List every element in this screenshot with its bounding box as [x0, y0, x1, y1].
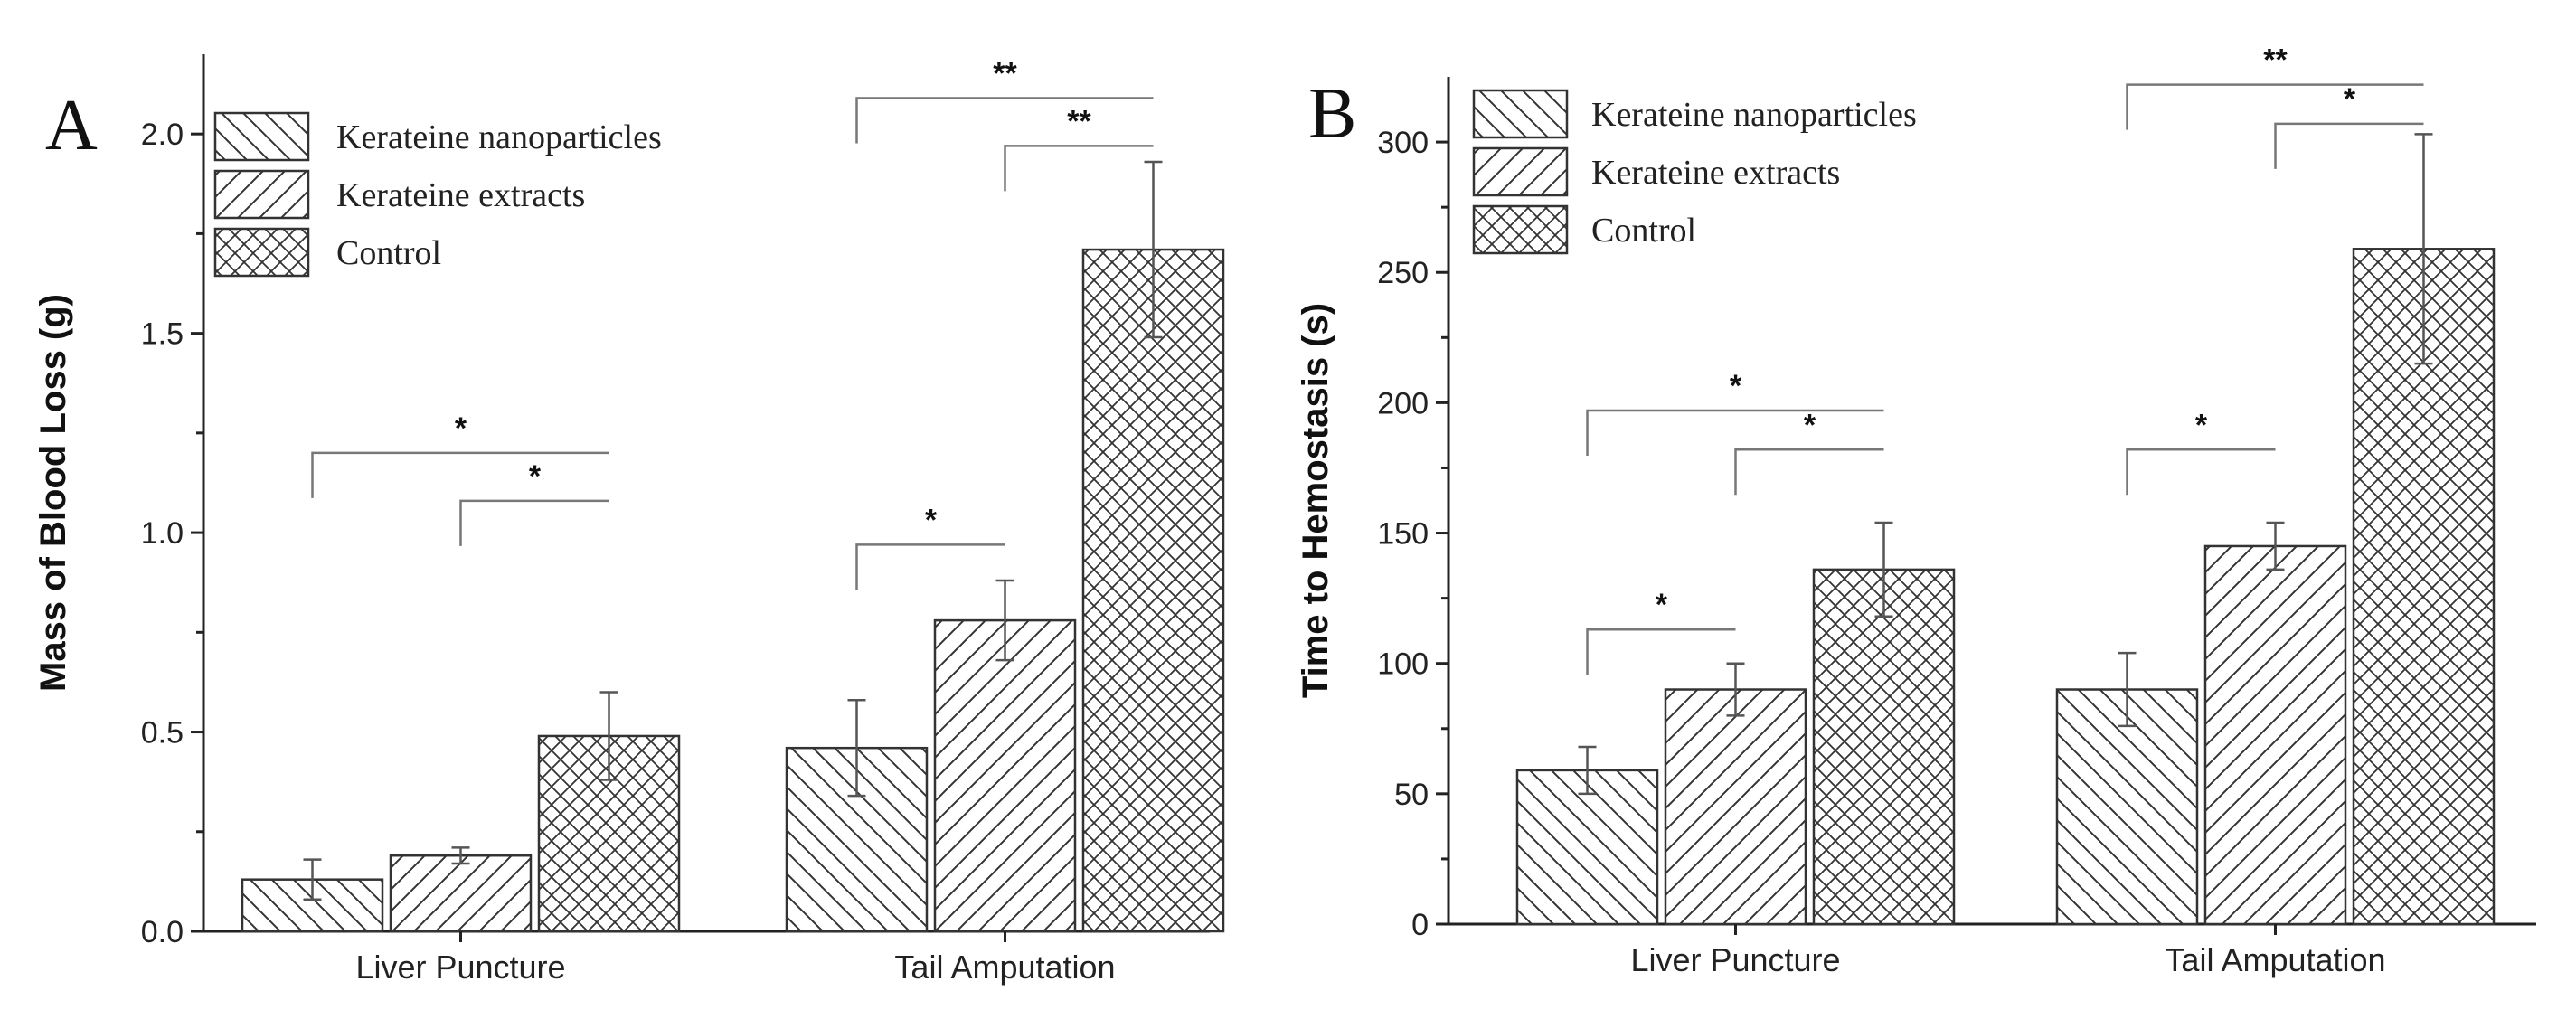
significance-label: ** [1067, 104, 1091, 138]
significance-bracket [855, 97, 1154, 144]
y-tick-label: 50 [1394, 778, 1429, 812]
significance-label: ** [993, 57, 1017, 91]
y-tick-label: 150 [1377, 517, 1429, 552]
bar [2055, 688, 2199, 926]
y-tick-label: 1.5 [141, 317, 184, 352]
legend-label: Control [336, 234, 441, 272]
legend-swatch [1472, 204, 1569, 255]
y-axis-title: Mass of Blood Loss (g) [33, 294, 73, 692]
y-tick-label: 250 [1377, 256, 1429, 290]
significance-bracket [1734, 448, 1884, 496]
y-tick-label: 300 [1377, 126, 1429, 160]
significance-bracket [2126, 448, 2276, 496]
legend-swatch [1472, 89, 1569, 139]
y-tick-label: 0.0 [141, 915, 184, 949]
significance-label: * [529, 459, 542, 494]
significance-bracket [855, 543, 1005, 590]
bar [2203, 544, 2347, 926]
bar [1812, 568, 1956, 926]
y-tick-label: 1.0 [141, 516, 184, 551]
significance-bracket [311, 451, 609, 498]
x-tick-label: Liver Puncture [355, 949, 565, 986]
significance-label: * [1656, 588, 1668, 622]
legend-swatch [1472, 146, 1569, 197]
panel-b: 0 50 100 150 200 250 300 Time to Hemostasis (s)… [1296, 43, 2536, 978]
legend-swatch [213, 111, 310, 162]
significance-label: * [1730, 369, 1742, 403]
significance-label: * [1804, 408, 1816, 442]
bar [1515, 769, 1659, 926]
significance-label: * [455, 411, 467, 446]
significance-label: * [925, 503, 938, 537]
bar [1081, 248, 1225, 933]
y-tick-label: 200 [1377, 386, 1429, 420]
significance-bracket [1586, 409, 1884, 457]
legend-label: Kerateine nanoparticles [1591, 96, 1917, 134]
legend-swatch [213, 227, 310, 278]
x-tick-label: Tail Amputation [894, 949, 1115, 986]
x-tick-label: Tail Amputation [2165, 941, 2385, 978]
significance-label: * [2344, 82, 2356, 117]
legend-label: Kerateine nanoparticles [336, 118, 662, 156]
legend-label: Control [1591, 212, 1696, 250]
significance-bracket [1586, 628, 1736, 675]
bar [1664, 688, 1807, 926]
significance-bracket [1004, 145, 1154, 192]
y-axis-title: Time to Hemostasis (s) [1296, 303, 1335, 698]
legend-swatch [213, 169, 310, 220]
bar [933, 618, 1077, 933]
y-tick-label: 100 [1377, 647, 1429, 682]
y-tick-label: 2.0 [141, 118, 184, 152]
significance-label: * [2195, 408, 2208, 442]
significance-bracket [459, 499, 609, 546]
significance-bracket [2274, 122, 2424, 169]
y-tick-label: 0.5 [141, 716, 184, 750]
bar [389, 854, 533, 933]
legend-label: Kerateine extracts [336, 176, 585, 214]
legend-label: Kerateine extracts [1591, 154, 1840, 192]
y-tick-label: 0 [1411, 908, 1429, 942]
panel-a: 0.0 0.5 1.0 1.5 2.0 Mass of Blood Loss (g) A Li… [33, 54, 1225, 986]
panel-label: A [45, 86, 98, 165]
significance-label: ** [2263, 43, 2288, 78]
panel-label: B [1308, 74, 1356, 154]
significance-bracket [2126, 83, 2424, 130]
x-tick-label: Liver Puncture [1630, 941, 1840, 978]
